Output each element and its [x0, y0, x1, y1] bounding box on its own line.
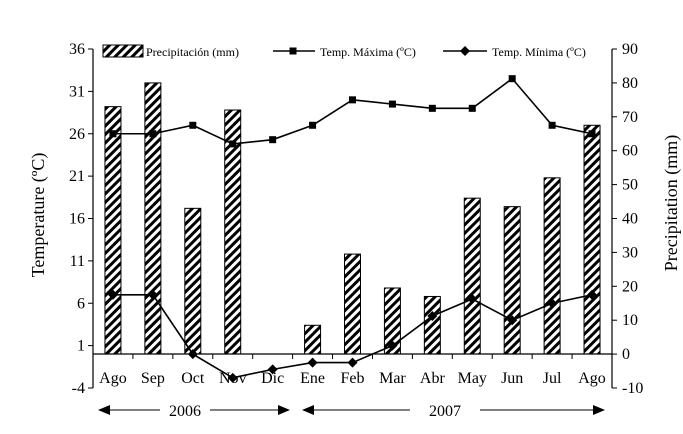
x-category-label: Abr	[420, 370, 446, 387]
year-2006-label: 2006	[169, 403, 201, 420]
precipitation-bars	[104, 82, 601, 355]
temperature-lines	[107, 75, 598, 383]
y-right-tick-label: 80	[622, 75, 638, 92]
legend-swatch-precipitation	[102, 44, 144, 58]
year-ranges: 2006 2007	[98, 403, 605, 420]
y-right-tick-label: 50	[622, 177, 638, 194]
y-axis-left-title: Temperature (ºC)	[28, 153, 49, 278]
y-axis-right-title: Precipitation (mm)	[661, 135, 682, 271]
y-left-tick-label: 31	[69, 83, 85, 100]
y-right-tick-label: 90	[622, 41, 638, 58]
temp-min-point	[467, 294, 478, 305]
y-right-tick-label: 40	[622, 211, 638, 228]
y-left-tick-label: 16	[69, 211, 85, 228]
temp-max-point	[229, 140, 237, 148]
temp-min-point	[307, 357, 318, 368]
precipitation-bar	[144, 82, 162, 355]
legend-marker-max	[289, 47, 297, 55]
year-2007-arrowhead-right	[593, 405, 605, 415]
precipitation-bar	[184, 207, 202, 355]
axes: 36 31 26 21 16 11 6 1 -4 90 80 70 60 50 40 30 20 10 0 -10 Ag…	[69, 41, 643, 397]
x-category-label: Feb	[341, 370, 365, 387]
year-2006-arrowhead-right	[278, 405, 290, 415]
y-right-tick-label: 0	[622, 346, 630, 363]
y-left-tick-label: 11	[70, 253, 85, 270]
precipitation-bar	[423, 295, 441, 355]
precipitation-bar	[583, 124, 601, 355]
x-category-label: Ago	[578, 370, 606, 387]
precipitation-bar	[463, 197, 481, 355]
temp-max-point	[309, 121, 317, 129]
legend-label-min: Temp. Mínima (ºC)	[492, 45, 586, 59]
legend-label-precipitation: Precipitación (mm)	[146, 45, 239, 59]
temp-max-point	[588, 130, 596, 138]
year-2006-arrowhead-left	[98, 405, 110, 415]
y-right-tick-label: 20	[622, 278, 638, 295]
x-category-label: Sep	[141, 370, 165, 387]
x-category-label: Oct	[181, 370, 205, 387]
year-2007-label: 2007	[429, 403, 461, 420]
legend-marker-min	[460, 46, 470, 56]
temp-max-point	[428, 104, 436, 112]
x-category-label: May	[458, 370, 487, 387]
y-left-tick-label: 26	[69, 126, 85, 143]
x-category-label: Jun	[501, 370, 523, 387]
temp-min-point	[227, 372, 238, 383]
legend: Precipitación (mm) Temp. Máxima (ºC) Tem…	[102, 44, 586, 59]
y-left-tick-label: -4	[72, 380, 85, 397]
y-right-tick-label: -10	[622, 380, 643, 397]
temp-min-point	[427, 310, 438, 321]
precipitation-bar	[104, 106, 122, 355]
y-left-tick-label: 1	[77, 338, 85, 355]
temp-max-line	[112, 77, 593, 145]
temp-min-point	[107, 289, 118, 300]
precipitation-bar	[304, 324, 322, 355]
temp-max-point	[189, 121, 197, 129]
x-category-label: Mar	[379, 370, 406, 387]
temp-min-point	[267, 364, 278, 375]
x-category-label: Ago	[99, 370, 127, 387]
temp-min-point	[147, 289, 158, 300]
year-2007-arrowhead-left	[302, 405, 314, 415]
temp-min-point	[387, 340, 398, 351]
y-right-tick-label: 60	[622, 143, 638, 160]
y-left-tick-label: 21	[69, 168, 85, 185]
y-left-tick-label: 6	[77, 295, 85, 312]
x-category-label: Dic	[261, 370, 284, 387]
legend-label-max: Temp. Máxima (ºC)	[320, 45, 416, 59]
temp-max-point	[468, 104, 476, 112]
temp-min-point	[187, 349, 198, 360]
temp-max-point	[149, 130, 157, 138]
temp-max-point	[508, 75, 516, 83]
y-left-tick-label: 36	[69, 41, 85, 58]
x-category-label: Jul	[543, 370, 562, 387]
y-right-tick-label: 10	[622, 312, 638, 329]
temp-min-point	[347, 357, 358, 368]
y-right-tick-label: 30	[622, 244, 638, 261]
temp-min-point	[507, 315, 518, 326]
temp-max-point	[548, 121, 556, 129]
temp-max-point	[269, 136, 277, 144]
temp-max-point	[388, 100, 396, 108]
x-category-label: Ene	[300, 370, 325, 387]
temp-max-point	[109, 130, 117, 138]
y-right-tick-label: 70	[622, 109, 638, 126]
precipitation-bar	[503, 206, 521, 355]
temp-min-point	[587, 289, 598, 300]
temp-max-point	[349, 96, 356, 104]
temp-min-point	[547, 298, 558, 309]
precipitation-bar	[543, 177, 561, 355]
precipitation-bar	[344, 253, 361, 355]
